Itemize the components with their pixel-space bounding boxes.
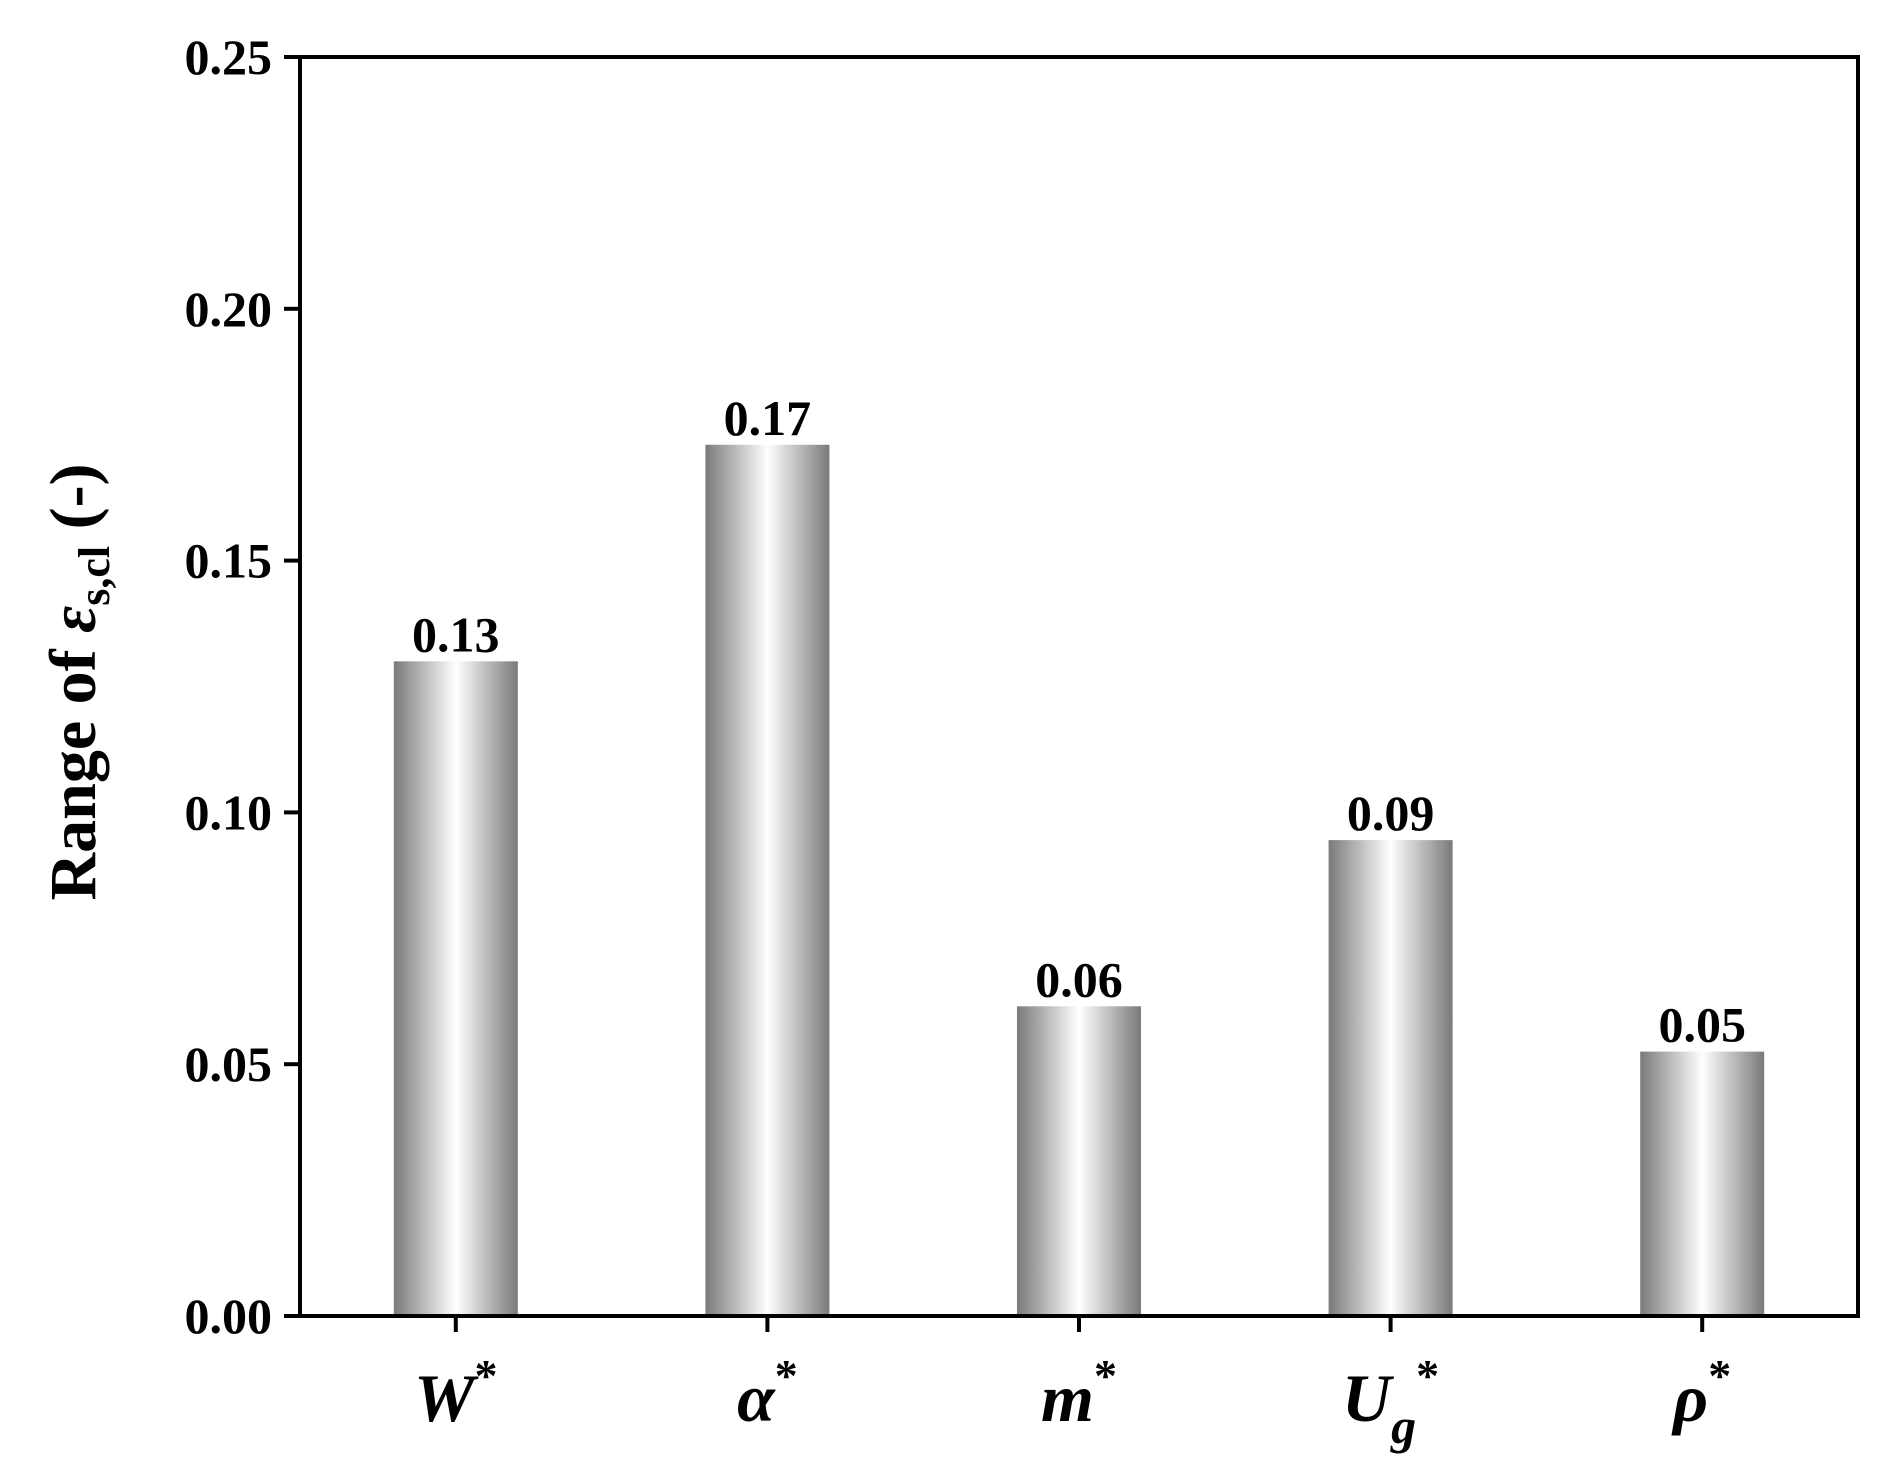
x-tick-label-base-1: α (737, 1360, 776, 1436)
y-axis-title-prefix: Range of (37, 633, 110, 901)
bar-2 (1017, 1006, 1141, 1316)
y-tick-label-2: 0.10 (185, 784, 273, 840)
y-axis-title-symbol: ε (37, 606, 110, 633)
x-tick-label-sup-1: * (775, 1350, 798, 1401)
bar-4 (1640, 1051, 1765, 1316)
data-label-1: 0.17 (724, 390, 812, 446)
x-tick-label-1: α* (737, 1350, 798, 1436)
bar-1 (705, 444, 830, 1317)
y-axis-title-subscript: s,cl (70, 546, 119, 606)
x-tick-label-sup-2: * (1094, 1350, 1117, 1401)
x-tick-label-sup-4: * (1708, 1350, 1731, 1401)
x-tick-label-3: Ug* (1342, 1350, 1439, 1454)
data-label-4: 0.05 (1658, 997, 1746, 1053)
y-tick-label-0: 0.00 (185, 1288, 273, 1344)
bars-layer (393, 444, 1765, 1317)
y-tick-label-1: 0.05 (185, 1036, 273, 1092)
x-tick-label-sup-3: * (1416, 1350, 1439, 1401)
y-tick-label-4: 0.20 (185, 281, 273, 337)
x-tick-label-sup-0: * (475, 1350, 498, 1401)
y-tick-label-3: 0.15 (185, 533, 273, 589)
data-label-2: 0.06 (1035, 951, 1123, 1007)
x-tick-label-base-0: W (414, 1360, 479, 1436)
data-label-3: 0.09 (1347, 785, 1435, 841)
axes (284, 55, 1860, 1332)
x-tick-label-0: W* (414, 1350, 497, 1436)
y-tick-label-5: 0.25 (185, 29, 273, 85)
data-label-0: 0.13 (412, 606, 500, 662)
x-tick-label-base-3: U (1342, 1360, 1395, 1436)
bar-3 (1328, 840, 1453, 1316)
x-tick-label-4: ρ* (1671, 1350, 1731, 1436)
x-tick-label-base-2: m (1041, 1360, 1094, 1436)
x-tick-label-sub-3: g (1390, 1398, 1416, 1454)
x-tick-label-base-4: ρ (1671, 1360, 1708, 1436)
y-axis-title: Range of εs,cl (-) (37, 463, 119, 900)
y-axis-title-suffix: (-) (37, 463, 110, 545)
bar-0 (393, 661, 518, 1316)
x-tick-label-2: m* (1041, 1350, 1117, 1436)
labels-layer: 0.13 0.17 0.06 0.09 0.05 0.00 0.05 0.10 0.15 0.20… (185, 29, 1746, 1454)
